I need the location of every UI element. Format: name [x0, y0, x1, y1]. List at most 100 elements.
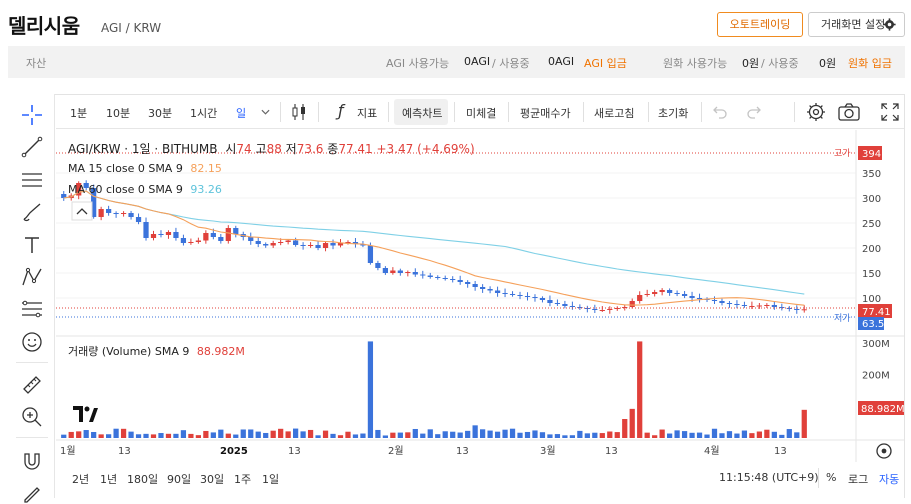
trend-line-icon[interactable] — [21, 136, 43, 158]
camera-icon[interactable] — [838, 103, 860, 121]
interval-30m[interactable]: 30분 — [148, 107, 173, 120]
volume-bar — [307, 429, 314, 438]
candle-body — [128, 213, 134, 217]
unfilled-orders-button[interactable]: 미체결 — [466, 107, 497, 120]
volume-bar — [681, 431, 688, 438]
auto-toggle[interactable]: 자동 — [879, 473, 900, 486]
volume-bar — [659, 429, 665, 438]
candle-body — [457, 280, 463, 282]
volume-bar — [375, 429, 381, 438]
candle-body — [726, 303, 733, 304]
volume-bar — [397, 432, 403, 438]
range-1y[interactable]: 1년 — [100, 473, 118, 486]
candle-body — [233, 228, 239, 234]
high-marker-badge — [858, 146, 882, 160]
forecast-chart-button[interactable]: 예측차트 — [402, 107, 443, 120]
crosshair-icon[interactable] — [21, 104, 43, 126]
candle-body — [509, 294, 516, 295]
avg-price-button[interactable]: 평균매수가 — [520, 107, 571, 120]
reset-button[interactable]: 초기화 — [658, 107, 689, 120]
log-toggle[interactable]: 로그 — [848, 473, 869, 486]
symbol-label: AGI/KRW · 1일 · BITHUMB — [68, 142, 218, 156]
pair-quote: KRW — [133, 21, 162, 35]
candle-style-icon[interactable] — [291, 102, 307, 122]
settings-gear-icon[interactable] — [806, 102, 826, 122]
volume-bar — [457, 432, 463, 438]
time-tick-label: 1월 — [60, 445, 76, 457]
brush-icon[interactable] — [21, 201, 43, 223]
time-tick-label: 2월 — [388, 445, 404, 457]
volume-bar — [584, 433, 590, 438]
pencil-lock-icon[interactable] — [21, 482, 43, 504]
pattern-icon[interactable] — [21, 266, 43, 288]
chevron-down-icon[interactable] — [261, 108, 270, 116]
candle-body — [83, 183, 89, 188]
open-value: 74 — [236, 142, 252, 156]
volume-bar — [322, 430, 329, 438]
volume-bar — [270, 430, 276, 438]
candle-body — [352, 242, 359, 244]
fullscreen-icon[interactable] — [881, 103, 899, 121]
range-2y[interactable]: 2년 — [72, 473, 90, 486]
magnet-icon[interactable] — [21, 450, 43, 472]
time-settings-icon[interactable] — [876, 443, 892, 459]
interval-day[interactable]: 일 — [236, 107, 247, 120]
agi-in-use-label: / 사용중 — [492, 57, 530, 70]
ohlc-legend: AGI/KRW · 1일 · BITHUMB 시74 고88 저73.6 종77… — [68, 140, 475, 157]
candle-body — [450, 279, 456, 280]
percent-toggle[interactable]: % — [826, 471, 837, 484]
fib-retracement-icon[interactable] — [21, 298, 43, 320]
candle-body — [435, 277, 441, 278]
range-1w[interactable]: 1주 — [234, 473, 252, 486]
volume-bar — [337, 435, 344, 438]
range-90d[interactable]: 90일 — [167, 473, 192, 486]
candle-body — [494, 290, 501, 293]
clock[interactable]: 11:15:48 (UTC+9) — [719, 471, 819, 484]
candle-body — [375, 263, 381, 268]
tradingview-logo — [68, 398, 100, 430]
zoom-in-icon[interactable] — [21, 406, 43, 428]
emoji-icon[interactable] — [21, 331, 43, 353]
candle-body — [681, 294, 688, 296]
undo-icon[interactable] — [712, 105, 728, 119]
layout-settings-button[interactable]: 거래화면 설정 — [808, 12, 905, 37]
agi-deposit-link[interactable]: AGI 입금 — [584, 57, 627, 70]
indicators-button[interactable]: 지표 — [357, 107, 378, 120]
range-1d[interactable]: 1일 — [262, 473, 280, 486]
auto-trading-button[interactable]: 오토트레이딩 — [717, 12, 803, 37]
redo-icon[interactable] — [746, 105, 762, 119]
volume-bar — [622, 419, 628, 438]
range-30d[interactable]: 30일 — [200, 473, 225, 486]
volume-bar — [494, 431, 501, 438]
volume-bar — [696, 432, 703, 438]
volume-bar — [442, 431, 448, 438]
volume-bar — [120, 428, 127, 438]
refresh-button[interactable]: 새로고침 — [594, 107, 635, 120]
horizontal-lines-icon[interactable] — [21, 169, 43, 191]
interval-1h[interactable]: 1시간 — [190, 107, 218, 120]
legend-collapse-button[interactable] — [71, 201, 93, 221]
volume-legend: 거래량 (Volume) SMA 9 88.982M — [68, 343, 245, 359]
volume-bar — [128, 431, 134, 438]
volume-bar — [726, 431, 733, 438]
function-icon[interactable]: ƒ — [338, 101, 344, 120]
interval-10m[interactable]: 10분 — [106, 107, 131, 120]
candle-body — [622, 307, 628, 308]
volume-bar — [637, 341, 643, 438]
last-price-badge — [858, 304, 892, 318]
candle-body — [719, 301, 725, 303]
candle-body — [659, 290, 665, 292]
volume-bar — [285, 431, 291, 438]
ruler-icon[interactable] — [21, 374, 43, 396]
candle-body — [165, 232, 172, 235]
time-tick-label: 4월 — [704, 445, 720, 457]
interval-1m[interactable]: 1분 — [70, 107, 88, 120]
volume-bar — [524, 431, 531, 438]
krw-deposit-link[interactable]: 원화 입금 — [848, 57, 892, 70]
text-tool-icon[interactable] — [21, 234, 43, 256]
candle-body — [577, 307, 583, 308]
candle-body — [225, 228, 231, 241]
volume-bar — [352, 434, 359, 438]
range-180d[interactable]: 180일 — [127, 473, 159, 486]
